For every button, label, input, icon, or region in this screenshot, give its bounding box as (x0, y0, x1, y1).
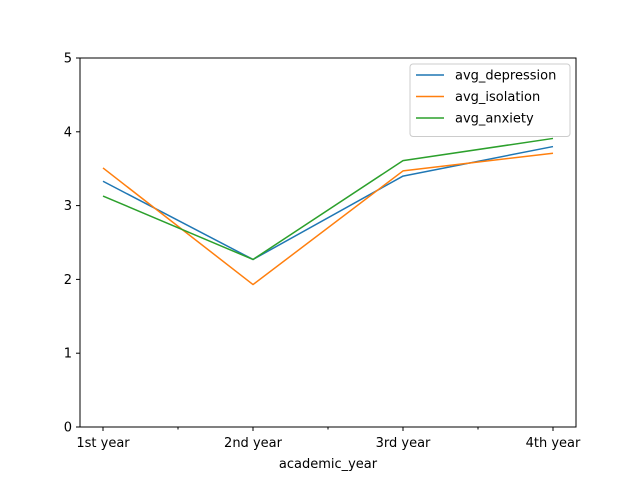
x-tick-label: 4th year (526, 436, 581, 451)
series-layer (102, 137, 554, 286)
y-tick-label: 0 (64, 421, 72, 436)
y-tick-label: 2 (64, 273, 72, 288)
legend-label: avg_anxiety (455, 112, 534, 127)
x-axis: 1st year 2nd year 3rd year 4th year (76, 427, 581, 451)
legend-label: avg_isolation (455, 90, 540, 105)
series-line-avg-anxiety (102, 137, 554, 261)
x-axis-title: academic_year (279, 457, 378, 472)
y-tick-label: 3 (64, 199, 72, 214)
series-line-avg-isolation (102, 152, 554, 286)
legend-box (409, 63, 571, 137)
y-axis: 0 1 2 3 4 5 (64, 52, 80, 436)
legend-label: avg_depression (455, 69, 556, 84)
series-line-avg-depression (102, 145, 554, 261)
x-tick-label: 1st year (76, 436, 130, 451)
y-tick-label: 1 (64, 347, 72, 362)
y-tick-label: 5 (64, 52, 72, 67)
legend: avg_depression avg_isolation avg_anxiety (409, 63, 571, 137)
x-tick-label: 3rd year (376, 436, 431, 451)
y-tick-label: 4 (64, 125, 72, 140)
x-tick-label: 2nd year (224, 436, 283, 451)
